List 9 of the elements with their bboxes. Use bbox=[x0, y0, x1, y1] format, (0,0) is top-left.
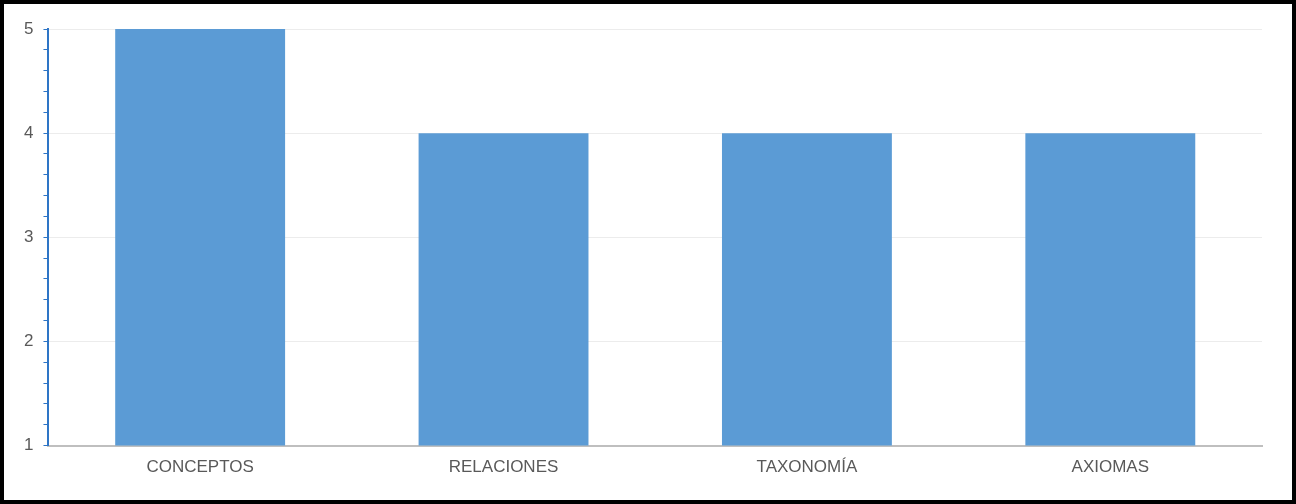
x-tick-label: RELACIONES bbox=[448, 457, 559, 477]
y-tick-label: 4 bbox=[23, 122, 34, 142]
x-tick-label: TAXONOMÍA bbox=[756, 457, 858, 477]
y-tick-label: 5 bbox=[23, 18, 34, 38]
y-tick-label: 3 bbox=[23, 226, 34, 246]
x-tick-label: AXIOMAS bbox=[1071, 457, 1150, 477]
x-tick-label: CONCEPTOS bbox=[146, 457, 254, 477]
y-tick-label: 1 bbox=[23, 435, 34, 455]
y-tick-label: 2 bbox=[23, 331, 34, 351]
